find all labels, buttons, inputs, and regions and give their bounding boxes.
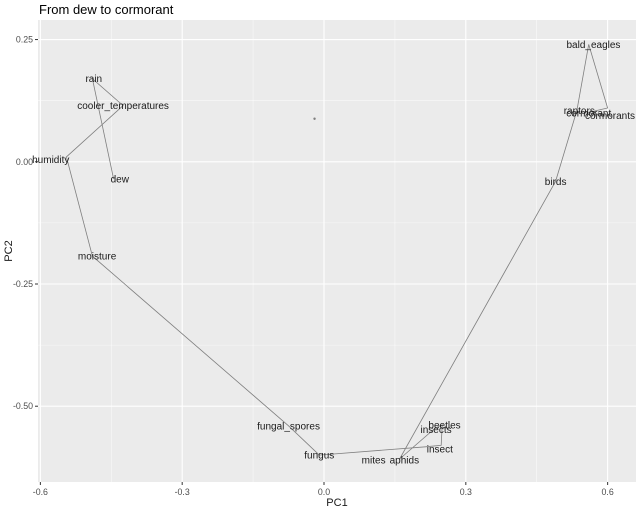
point-label-insect: insect: [427, 445, 453, 456]
x-axis-title: PC1: [326, 497, 347, 509]
point-label-birds: birds: [545, 177, 567, 188]
data-point: [313, 117, 316, 120]
trajectory-path: [65, 44, 609, 460]
point-label-aphids: aphids: [390, 456, 419, 467]
point-label-beetles: beetles: [428, 420, 460, 431]
y-tick-label: 0.25: [16, 35, 33, 45]
x-tick-label: -0.6: [33, 487, 48, 497]
point-label-cormorant: cormorant: [566, 108, 611, 119]
point-label-humidity: humidity: [32, 155, 69, 166]
point-label-dew: dew: [111, 174, 130, 185]
x-tick-label: 0.3: [460, 487, 472, 497]
x-axis-ticks: -0.6 -0.3 0.0 0.3 0.6: [33, 482, 614, 497]
path-line: [65, 44, 609, 460]
chart-title: From dew to cormorant: [39, 2, 174, 17]
y-tick-label: 0.00: [16, 157, 33, 167]
major-gridlines: [38, 20, 636, 482]
minor-gridlines: [38, 20, 636, 482]
point-label-bald-eagles: bald_eagles: [566, 40, 620, 51]
x-tick-label: 0.6: [602, 487, 614, 497]
plot-panel: [38, 20, 636, 482]
y-axis-title: PC2: [3, 240, 15, 261]
y-tick-label: -0.50: [13, 401, 33, 411]
point-label-moisture: moisture: [78, 252, 117, 263]
y-tick-label: -0.25: [13, 279, 33, 289]
point-label-cooler-temperatures: cooler_temperatures: [77, 101, 169, 112]
x-tick-label: -0.3: [175, 487, 190, 497]
point-label-cormorants: cormorants: [585, 111, 635, 122]
y-axis-ticks: -0.50 -0.25 0.00 0.25: [13, 35, 38, 411]
point-label-rain: rain: [85, 74, 102, 85]
isolated-points: [313, 117, 316, 120]
point-label-fungal-spores: fungal_spores: [257, 421, 320, 432]
point-label-insects: insects: [420, 425, 451, 436]
point-labels: dew rain cooler_temperatures humidity moistu…: [32, 40, 635, 467]
x-tick-label: 0.0: [318, 487, 330, 497]
point-label-raptors: raptors: [564, 106, 595, 117]
point-label-mites: mites: [362, 456, 386, 467]
point-label-fungus: fungus: [304, 451, 334, 462]
